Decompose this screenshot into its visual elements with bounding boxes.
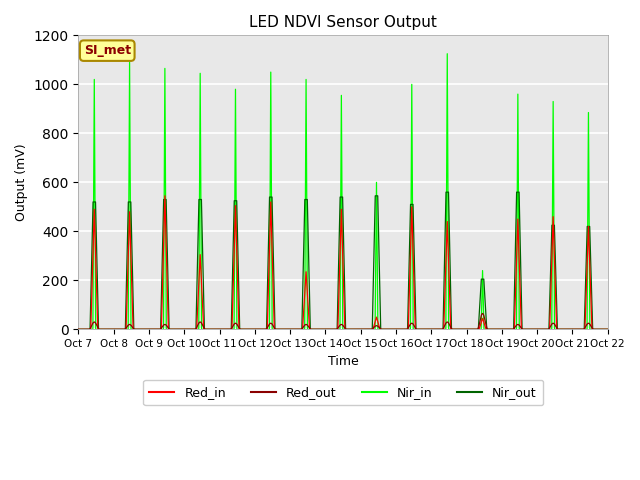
Legend: Red_in, Red_out, Nir_in, Nir_out: Red_in, Red_out, Nir_in, Nir_out bbox=[143, 380, 543, 406]
X-axis label: Time: Time bbox=[328, 355, 358, 368]
Title: LED NDVI Sensor Output: LED NDVI Sensor Output bbox=[249, 15, 437, 30]
Y-axis label: Output (mV): Output (mV) bbox=[15, 144, 28, 221]
Text: SI_met: SI_met bbox=[84, 44, 131, 57]
